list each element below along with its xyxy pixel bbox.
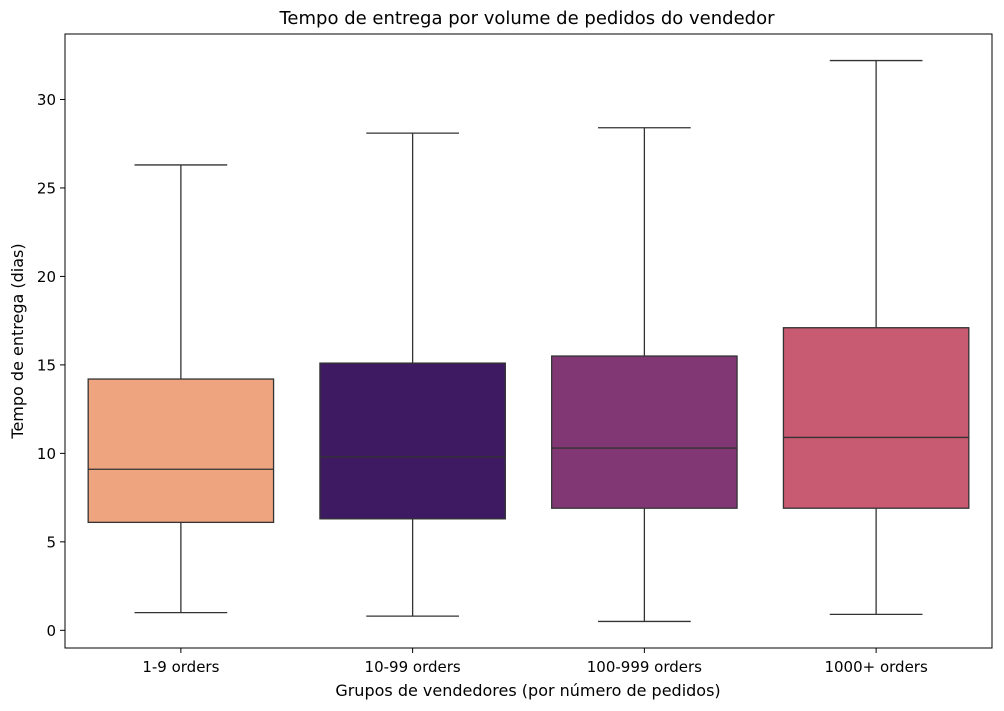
y-tick-label: 15: [37, 356, 56, 374]
y-tick-label: 5: [46, 533, 56, 551]
x-axis: 1-9 orders 10-99 orders 100-999 orders 1000…: [142, 648, 928, 676]
y-tick-label: 25: [37, 179, 56, 197]
box-group: [319, 132, 506, 617]
boxes-layer: [87, 59, 970, 623]
chart-title: Tempo de entrega por volume de pedidos d…: [278, 8, 775, 29]
x-tick-label: 10-99 orders: [365, 658, 461, 676]
box-group: [551, 127, 738, 623]
x-tick-label: 1000+ orders: [824, 658, 928, 676]
y-tick-label: 20: [37, 268, 56, 286]
box-group: [87, 164, 275, 614]
box-iqr: [87, 378, 275, 524]
box-group: [782, 59, 970, 616]
y-tick-label: 30: [37, 91, 56, 109]
x-tick-label: 1-9 orders: [142, 658, 219, 676]
plot-frame: [64, 33, 993, 649]
y-tick-label: 0: [46, 622, 56, 640]
x-axis-label: Grupos de vendedores (por número de pedi…: [335, 681, 720, 700]
box-iqr: [782, 327, 970, 509]
y-axis: 0 5 10 15 20 25 30: [37, 91, 65, 640]
y-axis-label: Tempo de entrega (dias): [8, 243, 27, 439]
x-tick-label: 100-999 orders: [587, 658, 702, 676]
box-iqr: [319, 362, 506, 520]
box-iqr: [551, 355, 738, 509]
y-tick-label: 10: [37, 445, 56, 463]
